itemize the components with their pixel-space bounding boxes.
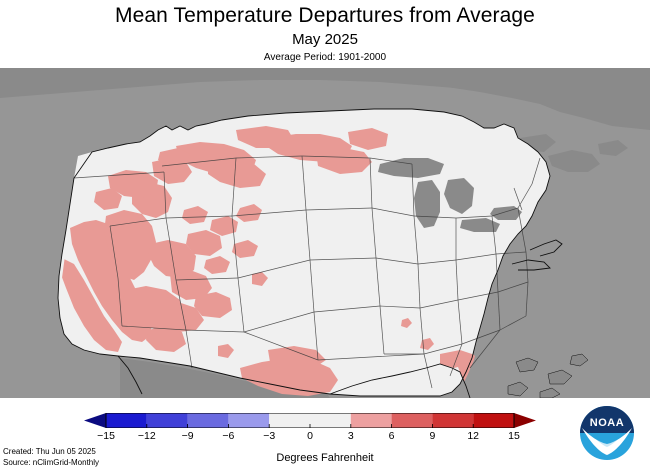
colorbar-tick-label: −6	[222, 430, 235, 442]
colorbar-tick-label: 12	[467, 430, 480, 442]
colorbar-tick-label: 9	[429, 430, 436, 442]
noaa-logo-upper-circle	[580, 406, 634, 433]
colorbar-tick-label: 6	[388, 430, 395, 442]
colorbar-tick-label: 3	[347, 430, 354, 442]
map-panel	[0, 68, 650, 398]
colorbar-band	[473, 413, 514, 428]
conus-anomaly-map-graphic	[0, 68, 650, 398]
colorbar-band	[269, 413, 310, 428]
colorbar-tick-label: −12	[137, 430, 156, 442]
created-date: Created: Thu Jun 05 2025	[3, 447, 96, 456]
colorbar-tick-label: −15	[97, 430, 115, 442]
colorbar-band	[432, 413, 474, 428]
footer-credits: Created: Thu Jun 05 2025 Source: nClimGr…	[3, 446, 99, 468]
data-source: Source: nClimGrid-Monthly	[3, 458, 100, 467]
colorbar-band	[350, 413, 392, 428]
colorbar-band	[228, 413, 270, 428]
colorbar-tick-label: −9	[181, 430, 194, 442]
figure-period: May 2025	[292, 31, 358, 48]
noaa-logo: NOAA	[572, 398, 642, 468]
warm-anomaly-regions	[60, 126, 552, 398]
colorbar-band	[146, 413, 188, 428]
colorbar-gradient	[84, 413, 536, 428]
colorbar-band	[391, 413, 433, 428]
coastlines	[57, 108, 563, 398]
colorbar-band	[310, 413, 351, 428]
islands	[507, 353, 589, 398]
canada-landmass	[0, 68, 650, 172]
colorbar-over-arrow	[514, 413, 536, 428]
figure-average-period: Average Period: 1901-2000	[263, 52, 387, 63]
figure-title: Mean Temperature Departures from Average	[115, 4, 535, 27]
colorbar-band	[187, 413, 229, 428]
colorbar-tick-label: −3	[263, 430, 276, 442]
noaa-logo-text: NOAA	[590, 417, 624, 429]
state-borders	[73, 155, 541, 389]
colorbar-under-arrow	[84, 413, 106, 428]
colorbar-units-label: Degrees Fahrenheit	[276, 452, 374, 464]
title-block: Mean Temperature Departures from Average…	[0, 0, 650, 77]
colorbar: −15 −12 −9 −6 −3 0 3 6 9 12 15	[0, 408, 650, 442]
noaa-logo-seagull	[582, 428, 632, 455]
colorbar-tick-label: 15	[508, 430, 520, 442]
colorbar-tick-label: 0	[307, 430, 313, 442]
colorbar-tick-labels: −15 −12 −9 −6 −3 0 3 6 9 12 15	[0, 430, 650, 444]
colorbar-band	[106, 413, 147, 428]
